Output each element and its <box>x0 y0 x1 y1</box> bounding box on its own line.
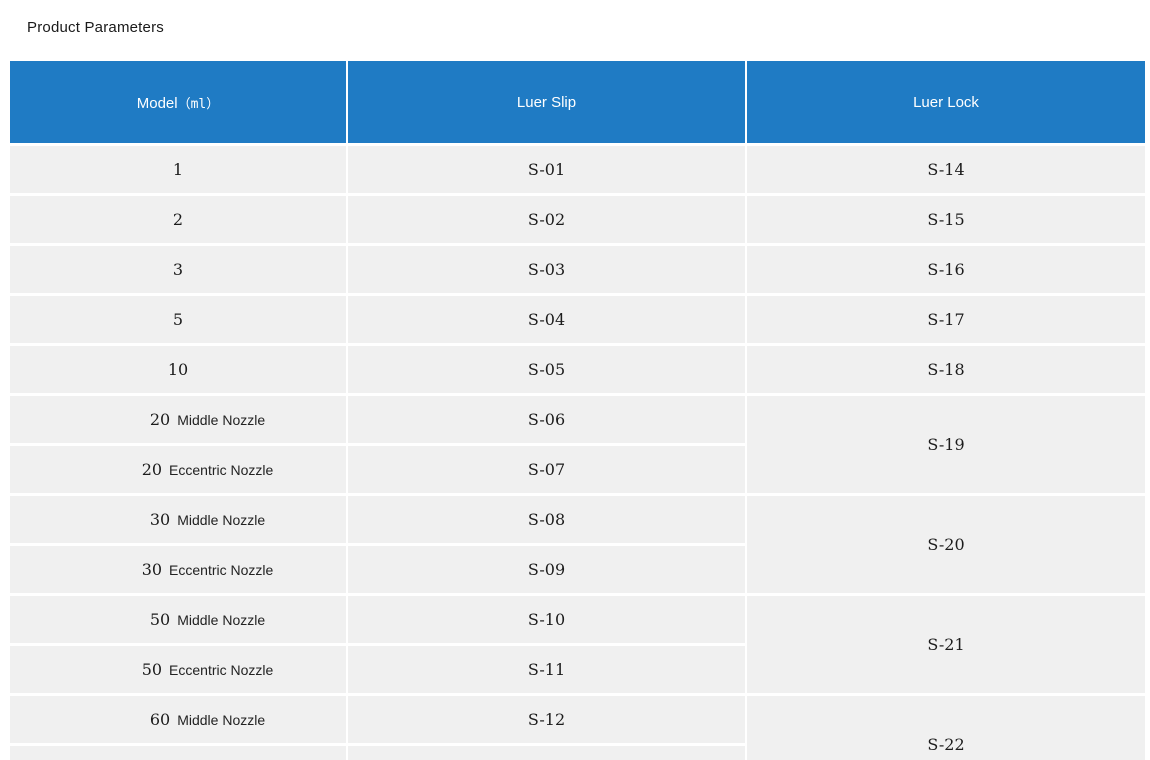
col-header-model-label: Model <box>136 94 178 112</box>
luer-lock-cell: S-20 <box>745 493 1147 596</box>
model-cell: 50 Eccentric Nozzle <box>8 643 348 696</box>
luer-lock-cell: S-22 <box>745 693 1147 760</box>
luer-lock-cell: S-21 <box>745 593 1147 696</box>
table-row: 30 Eccentric Nozzle S-09 <box>8 543 1146 596</box>
model-cell: 5 <box>8 293 348 346</box>
luer-lock-cell: S-15 <box>745 193 1147 246</box>
luer-lock-cell: S-17 <box>745 293 1147 346</box>
col-header-model: Model（ml） <box>8 58 348 146</box>
luer-lock-cell: S-19 <box>745 393 1147 496</box>
table-row: 50 Eccentric Nozzle S-11 <box>8 643 1146 696</box>
luer-slip-cell: S-11 <box>346 643 747 696</box>
luer-slip-cell: S-10 <box>346 593 747 646</box>
table-row: 10 S-05 S-18 <box>8 343 1147 396</box>
table-row: 30 Middle Nozzle S-08 S-20 <box>8 493 1147 596</box>
header-row: Model（ml） Luer Slip Luer Lock <box>8 58 1147 146</box>
model-cell: 60 Middle Nozzle <box>8 693 348 746</box>
col-header-model-unit: （ml） <box>177 96 220 112</box>
model-cell: 10 <box>8 343 348 396</box>
table-row: 1 S-01 S-14 <box>8 143 1147 196</box>
table-row: 20 Middle Nozzle S-06 S-19 <box>8 393 1147 496</box>
luer-slip-cell: S-05 <box>346 343 747 396</box>
luer-slip-cell: S-03 <box>346 243 747 296</box>
luer-slip-cell: S-09 <box>346 543 747 596</box>
luer-slip-cell: S-06 <box>346 393 747 446</box>
table-row: 50 Middle Nozzle S-10 S-21 <box>8 593 1147 696</box>
model-cell: 20 Middle Nozzle <box>8 393 348 446</box>
table-row: 60 Middle Nozzle S-12 S-22 <box>8 693 1147 760</box>
table-row: 60Eccentric Nozzle S-13 <box>8 743 1146 760</box>
luer-lock-cell: S-14 <box>745 143 1147 196</box>
product-parameters-table: Model（ml） Luer Slip Luer Lock 1 S-01 S-1… <box>8 58 1147 760</box>
luer-slip-cell: S-07 <box>346 443 747 496</box>
table-row: 20 Eccentric Nozzle S-07 <box>8 443 1146 496</box>
model-cell: 60Eccentric Nozzle <box>8 743 348 760</box>
luer-slip-cell: S-12 <box>346 693 747 746</box>
luer-slip-cell: S-04 <box>346 293 747 346</box>
col-header-luer-slip: Luer Slip <box>346 58 747 146</box>
table-row: 3 S-03 S-16 <box>8 243 1147 296</box>
luer-slip-cell: S-13 <box>346 743 747 760</box>
luer-slip-cell: S-08 <box>346 493 747 546</box>
model-cell: 30 Eccentric Nozzle <box>8 543 348 596</box>
table-row: 5 S-04 S-17 <box>8 293 1147 346</box>
luer-lock-cell: S-16 <box>745 243 1147 296</box>
model-cell: 2 <box>8 193 348 246</box>
luer-slip-cell: S-01 <box>346 143 747 196</box>
model-cell: 50 Middle Nozzle <box>8 593 348 646</box>
col-header-luer-lock: Luer Lock <box>745 58 1147 146</box>
luer-slip-cell: S-02 <box>346 193 747 246</box>
model-cell: 20 Eccentric Nozzle <box>8 443 348 496</box>
table-row: 2 S-02 S-15 <box>8 193 1147 246</box>
luer-lock-cell: S-18 <box>745 343 1147 396</box>
model-cell: 3 <box>8 243 348 296</box>
page-title: Product Parameters <box>27 19 164 36</box>
model-cell: 1 <box>8 143 348 196</box>
model-cell: 30 Middle Nozzle <box>8 493 348 546</box>
